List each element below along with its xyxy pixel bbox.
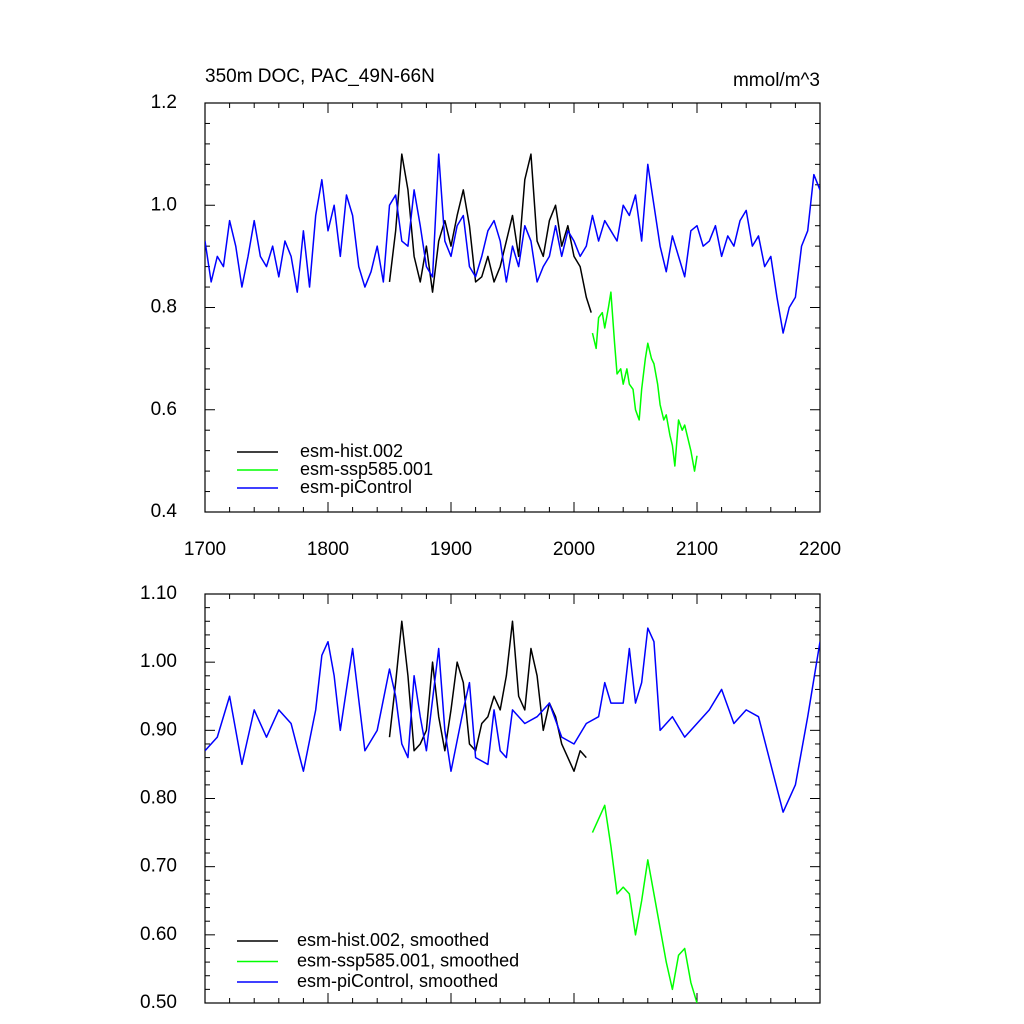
series-line bbox=[591, 804, 698, 1003]
y-tick-label: 0.4 bbox=[151, 501, 178, 522]
legend-label: esm-ssp585.001 bbox=[300, 459, 433, 479]
panel: 0.50 0.60 0.70 0.80 0.90 1.00 1.10 esm-hist.002… bbox=[140, 583, 821, 1013]
x-tick-label: 2100 bbox=[676, 539, 718, 560]
legend-label: esm-hist.002, smoothed bbox=[297, 930, 489, 950]
y-tick-label: 1.2 bbox=[151, 92, 177, 113]
x-tick-label: 2200 bbox=[799, 539, 841, 560]
y-tick-label: 0.60 bbox=[140, 924, 177, 945]
legend-label: esm-piControl bbox=[300, 477, 412, 497]
legend-label: esm-hist.002 bbox=[300, 441, 403, 461]
series-line bbox=[591, 291, 698, 472]
legend-label: esm-piControl, smoothed bbox=[297, 971, 498, 991]
y-tick-label: 0.6 bbox=[151, 399, 177, 420]
panel: 350m DOC, PAC_49N-66N mmol/m^3 1700 1800 190… bbox=[151, 66, 842, 560]
x-tick-label: 2000 bbox=[553, 539, 595, 560]
series-line bbox=[388, 153, 592, 313]
x-tick-label: 1700 bbox=[184, 539, 226, 560]
y-tick-label: 0.80 bbox=[140, 788, 177, 809]
series-line bbox=[205, 627, 820, 813]
y-tick-label: 0.90 bbox=[140, 719, 177, 740]
x-tick-label: 1800 bbox=[307, 539, 349, 560]
chart-title: 350m DOC, PAC_49N-66N bbox=[205, 66, 435, 87]
y-tick-label: 0.8 bbox=[151, 297, 177, 318]
legend-label: esm-ssp585.001, smoothed bbox=[297, 950, 519, 970]
y-tick-label: 0.70 bbox=[140, 856, 177, 877]
series-line bbox=[205, 153, 820, 334]
x-tick-label: 1900 bbox=[430, 539, 472, 560]
y-tick-label: 1.00 bbox=[140, 651, 177, 672]
y-tick-label: 1.0 bbox=[151, 194, 177, 215]
units-label: mmol/m^3 bbox=[733, 70, 820, 91]
series-line bbox=[388, 620, 587, 772]
y-tick-label: 0.50 bbox=[140, 992, 177, 1013]
y-tick-label: 1.10 bbox=[140, 583, 177, 604]
